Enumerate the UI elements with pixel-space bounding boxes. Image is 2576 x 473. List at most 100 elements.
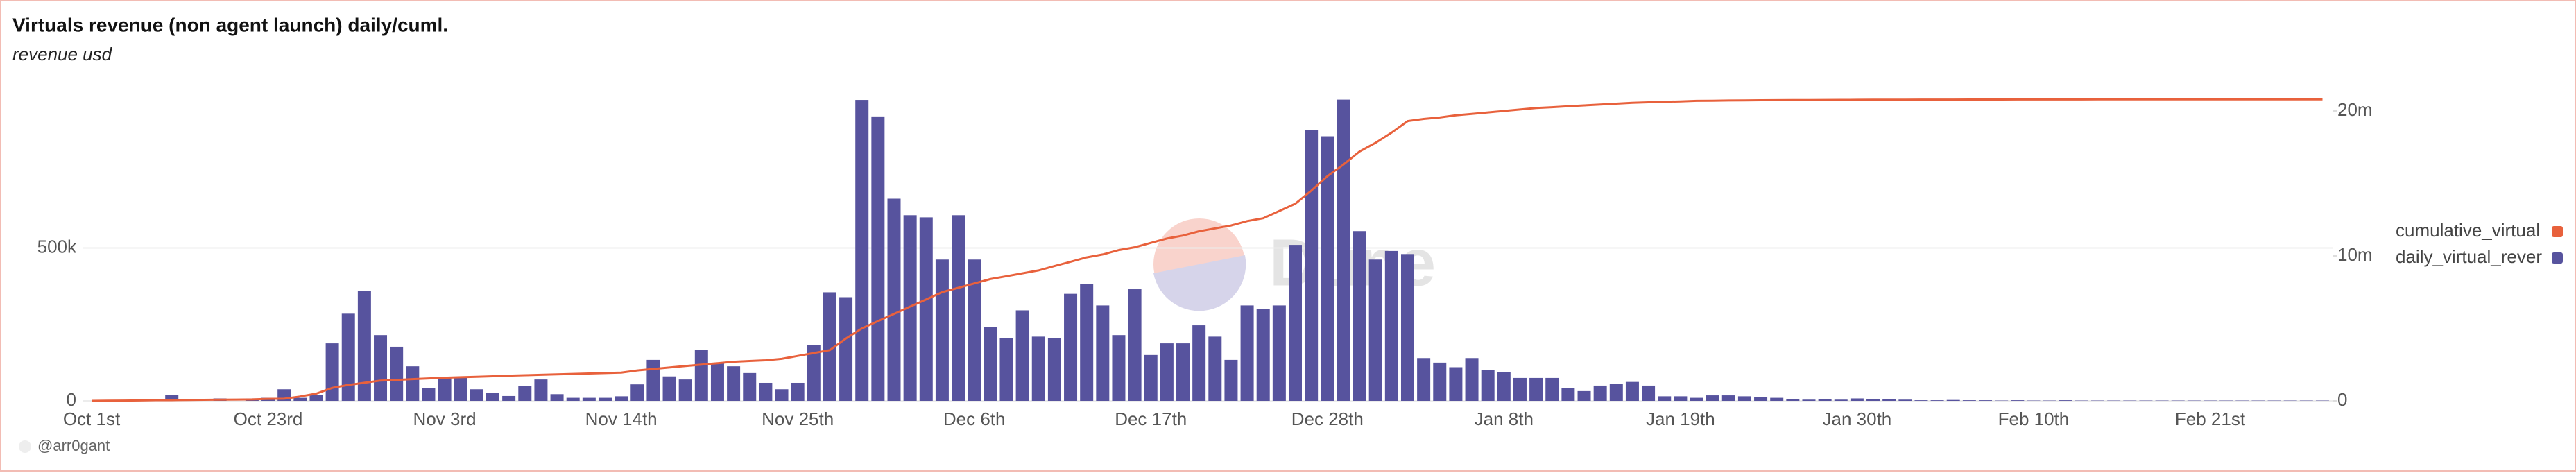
- bar: [342, 313, 355, 401]
- bar: [759, 383, 772, 401]
- x-tick-label: Dec 6th: [943, 409, 1006, 429]
- bar: [791, 383, 805, 401]
- x-tick-label: Feb 10th: [1998, 409, 2070, 429]
- bar: [1048, 338, 1061, 401]
- credit-icon: [19, 440, 31, 453]
- x-tick-label: Dec 17th: [1115, 409, 1187, 429]
- x-tick-label: Nov 25th: [762, 409, 834, 429]
- legend-swatch: [2552, 226, 2563, 237]
- bar: [374, 335, 387, 401]
- bar: [1385, 251, 1398, 401]
- credit: @arr0gant: [37, 437, 110, 454]
- bar: [839, 298, 852, 401]
- bar: [1610, 384, 1623, 401]
- bar: [1882, 399, 1896, 401]
- bar: [1819, 399, 1832, 401]
- chart-subtitle: revenue usd: [12, 44, 113, 64]
- y-tick-label: 0: [67, 389, 76, 410]
- bar: [1898, 399, 1912, 401]
- bar: [630, 384, 644, 401]
- bar: [1979, 400, 1992, 401]
- bar: [293, 398, 307, 401]
- bar: [1690, 398, 1703, 401]
- x-tick-label: Nov 3rd: [413, 409, 476, 429]
- bar: [679, 379, 692, 401]
- bar: [1914, 400, 1927, 401]
- bar: [470, 389, 483, 401]
- bar: [534, 379, 547, 401]
- bar: [1963, 400, 1976, 401]
- bar: [1176, 343, 1190, 401]
- bar: [968, 259, 981, 401]
- bar: [1289, 245, 1302, 401]
- bar: [1578, 391, 1591, 401]
- bar: [438, 378, 452, 401]
- bar: [1545, 378, 1559, 401]
- bar: [1337, 100, 1350, 401]
- bar: [1466, 358, 1479, 401]
- bar: [1417, 358, 1430, 401]
- y-tick-label: 500k: [37, 236, 77, 257]
- bar: [567, 398, 580, 401]
- bar: [1738, 396, 1751, 401]
- bar: [727, 366, 740, 401]
- y2-tick-label: 10m: [2337, 244, 2373, 265]
- bar: [1770, 398, 1783, 401]
- x-tick-label: Nov 14th: [585, 409, 658, 429]
- bar: [1016, 310, 1029, 401]
- bar: [1208, 336, 1221, 401]
- bar: [1802, 399, 1815, 401]
- bar: [871, 117, 884, 401]
- bar: [326, 343, 339, 401]
- bar: [1064, 294, 1077, 401]
- bar: [1273, 305, 1286, 401]
- bar: [2011, 400, 2024, 401]
- bar: [1482, 370, 1495, 401]
- bar: [711, 363, 724, 401]
- bar: [920, 217, 933, 401]
- legend-label: cumulative_virtual: [2396, 220, 2540, 241]
- bar: [454, 378, 467, 401]
- bar: [615, 396, 628, 401]
- legend-label: daily_virtual_rever: [2396, 246, 2542, 267]
- bar: [1128, 289, 1142, 401]
- bar: [1224, 360, 1237, 401]
- bar: [1626, 382, 1639, 401]
- y2-tick-label: 20m: [2337, 99, 2373, 120]
- bar: [1706, 395, 1719, 401]
- bar: [999, 338, 1013, 401]
- bar: [1658, 396, 1671, 401]
- bar: [936, 259, 949, 401]
- x-tick-label: Feb 21st: [2175, 409, 2246, 429]
- bar: [888, 198, 901, 401]
- bar: [1032, 336, 1045, 401]
- x-tick-label: Oct 23rd: [234, 409, 303, 429]
- legend-swatch: [2552, 252, 2563, 264]
- bar: [1241, 305, 1254, 401]
- x-tick-label: Oct 1st: [63, 409, 121, 429]
- bar: [422, 388, 435, 401]
- bar: [1369, 259, 1382, 401]
- bar: [1674, 396, 1687, 401]
- bar: [583, 398, 596, 401]
- bar: [1594, 386, 1607, 401]
- bar: [646, 360, 660, 401]
- bar: [1080, 284, 1093, 401]
- bar: [518, 386, 531, 401]
- bar: [743, 373, 756, 401]
- bar: [1353, 231, 1366, 401]
- bar: [1449, 367, 1462, 401]
- bar: [486, 393, 499, 401]
- bar: [406, 366, 419, 401]
- bar: [309, 395, 323, 401]
- y2-tick-label: 0: [2337, 389, 2347, 410]
- x-tick-label: Jan 30th: [1823, 409, 1892, 429]
- bar: [855, 100, 868, 401]
- bar: [599, 398, 612, 401]
- bar: [984, 327, 997, 401]
- bar: [1722, 395, 1735, 401]
- bar: [2059, 400, 2072, 401]
- bar: [1160, 343, 1174, 401]
- watermark-logo: [1153, 218, 1246, 311]
